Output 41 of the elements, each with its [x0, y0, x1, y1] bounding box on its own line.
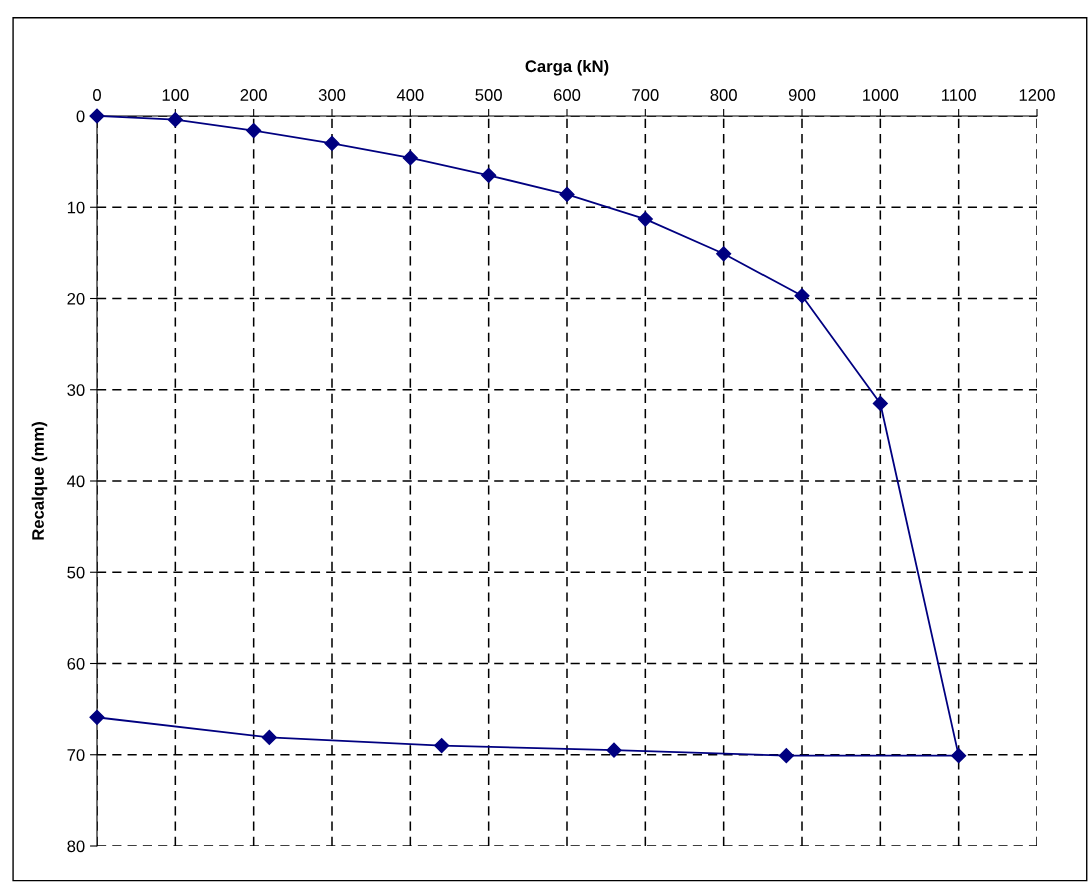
point: [872, 395, 888, 412]
point: [716, 246, 732, 262]
y-tick-label: 30: [67, 384, 85, 396]
point: [246, 123, 262, 139]
point: [951, 748, 967, 764]
x-tick-label: 0: [93, 89, 101, 101]
point: [637, 211, 653, 227]
y-tick-label: 20: [67, 292, 85, 305]
y-axis-title: Recalque (mm): [31, 422, 48, 540]
x-tick-label: 1200: [1019, 89, 1055, 101]
point: [89, 709, 105, 725]
x-tick-label: 800: [710, 89, 737, 101]
point: [481, 167, 497, 183]
point: [794, 288, 810, 304]
x-tick-label: 1100: [942, 89, 976, 101]
point: [89, 108, 105, 124]
x-tick-label: 1000: [863, 89, 899, 101]
y-tick-label: 80: [67, 840, 85, 853]
x-tick-label: 500: [475, 89, 502, 101]
x-tick-label: 700: [632, 89, 659, 101]
y-tick-label: 50: [67, 566, 85, 579]
point: [434, 738, 450, 754]
y-tick-label: 70: [67, 749, 85, 761]
y-tick-label: 40: [67, 475, 85, 488]
x-tick-label: 600: [553, 89, 581, 101]
point: [559, 186, 575, 203]
point: [606, 742, 622, 758]
point: [778, 748, 794, 764]
x-tick-label: 200: [240, 89, 267, 101]
x-tick-label: 100: [162, 89, 189, 101]
y-tick-label: 60: [67, 657, 85, 670]
x-tick-label: 300: [318, 89, 346, 101]
x-tick-label: 900: [788, 89, 816, 101]
point: [324, 135, 340, 151]
x-axis-title: Carga (kN): [525, 59, 609, 76]
point: [167, 112, 183, 128]
x-tick-label: 400: [396, 89, 424, 101]
point: [261, 729, 277, 745]
y-tick-label: 0: [76, 110, 85, 123]
point: [402, 150, 418, 166]
y-tick-label: 10: [67, 201, 85, 214]
